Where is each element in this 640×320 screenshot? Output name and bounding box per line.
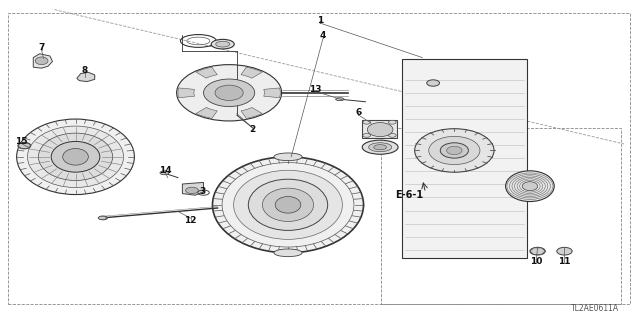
Ellipse shape [262,188,314,221]
Ellipse shape [234,170,342,239]
Polygon shape [241,108,262,118]
Ellipse shape [211,39,234,49]
Text: 4: 4 [320,31,326,40]
Text: 8: 8 [82,66,88,75]
Text: 1: 1 [317,16,323,25]
Polygon shape [33,54,52,68]
Text: TL2AE0611A: TL2AE0611A [572,304,620,313]
Bar [381,128,621,304]
Polygon shape [241,67,262,78]
Ellipse shape [204,79,255,107]
Bar [402,59,527,258]
Ellipse shape [429,136,480,164]
Text: 2: 2 [250,125,256,134]
Polygon shape [530,248,545,254]
Ellipse shape [367,123,393,137]
Ellipse shape [212,157,364,253]
Text: 15: 15 [15,137,28,146]
Text: 11: 11 [558,257,571,266]
Ellipse shape [363,133,371,137]
Text: 6: 6 [355,108,362,117]
Text: 13: 13 [308,85,321,94]
Ellipse shape [369,143,392,152]
Ellipse shape [440,143,468,158]
Polygon shape [335,98,344,100]
Polygon shape [196,67,217,78]
Ellipse shape [35,57,48,65]
Ellipse shape [506,171,554,202]
Text: 12: 12 [184,216,197,225]
Ellipse shape [274,153,302,161]
Ellipse shape [216,41,230,47]
Text: E-6-1: E-6-1 [396,190,424,200]
Polygon shape [178,88,195,98]
Ellipse shape [186,187,198,194]
Polygon shape [196,108,217,118]
Ellipse shape [415,129,494,172]
Ellipse shape [530,247,545,255]
Text: 10: 10 [530,257,543,266]
Ellipse shape [388,120,396,124]
Ellipse shape [374,145,387,150]
Ellipse shape [28,126,124,188]
Ellipse shape [274,249,302,257]
Ellipse shape [363,120,371,124]
Ellipse shape [38,133,113,180]
Text: 7: 7 [38,44,45,52]
Ellipse shape [215,85,243,100]
Ellipse shape [51,141,100,172]
Text: 3: 3 [199,188,205,196]
Ellipse shape [388,133,396,137]
Ellipse shape [362,140,398,154]
Ellipse shape [248,179,328,230]
Ellipse shape [99,216,108,220]
Ellipse shape [177,65,282,121]
Ellipse shape [18,142,31,149]
Text: 14: 14 [159,166,172,175]
Ellipse shape [522,182,538,191]
Polygon shape [77,72,95,82]
Ellipse shape [427,80,440,86]
Polygon shape [264,88,280,98]
Ellipse shape [447,146,462,155]
Ellipse shape [160,171,169,175]
Ellipse shape [17,119,134,195]
Ellipse shape [63,148,88,165]
Polygon shape [182,182,204,195]
Polygon shape [362,120,397,138]
Ellipse shape [275,196,301,213]
Polygon shape [98,216,107,220]
Ellipse shape [557,247,572,255]
